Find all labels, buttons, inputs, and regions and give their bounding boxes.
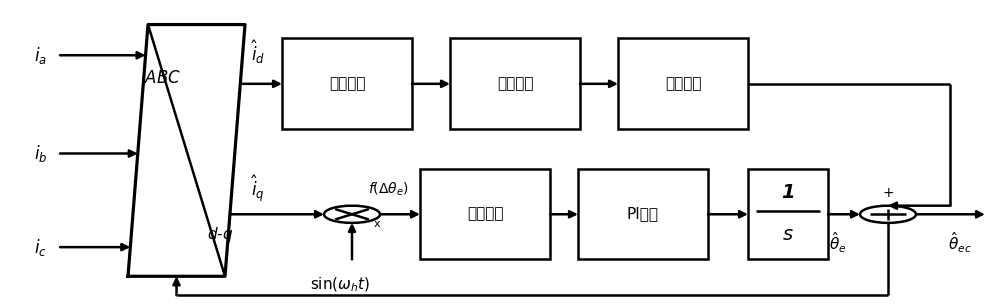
Text: $i_c$: $i_c$ — [34, 237, 47, 258]
Text: $d$-$q$: $d$-$q$ — [207, 225, 233, 244]
Text: 幅值检测: 幅值检测 — [329, 76, 365, 91]
Text: $\hat{i}_q$: $\hat{i}_q$ — [251, 173, 265, 204]
Text: $\hat{\theta}_{ec}$: $\hat{\theta}_{ec}$ — [948, 230, 972, 255]
Bar — [748, 169, 828, 259]
Bar — [618, 38, 748, 129]
Text: x: x — [374, 219, 381, 229]
Text: 位置补偿: 位置补偿 — [665, 76, 701, 91]
Text: $\hat{i}_d$: $\hat{i}_d$ — [251, 38, 265, 66]
Bar — [420, 169, 550, 259]
Text: 低通滤波: 低通滤波 — [467, 207, 503, 222]
Text: $f(\Delta\theta_e)$: $f(\Delta\theta_e)$ — [368, 180, 408, 197]
Bar — [450, 38, 580, 129]
Text: 磁极判别: 磁极判别 — [497, 76, 533, 91]
Text: PI控制: PI控制 — [627, 207, 659, 222]
Text: $i_b$: $i_b$ — [34, 143, 47, 164]
Text: 1: 1 — [781, 183, 795, 202]
Text: $i_a$: $i_a$ — [34, 45, 47, 66]
Polygon shape — [128, 25, 245, 276]
Bar — [282, 38, 412, 129]
Text: +: + — [882, 186, 894, 200]
Text: $ABC$: $ABC$ — [144, 69, 182, 87]
Text: $\sin(\omega_h t)$: $\sin(\omega_h t)$ — [310, 276, 370, 294]
Text: $s$: $s$ — [782, 225, 794, 243]
Text: $\hat{\theta}_e$: $\hat{\theta}_e$ — [829, 230, 847, 255]
Bar — [578, 169, 708, 259]
